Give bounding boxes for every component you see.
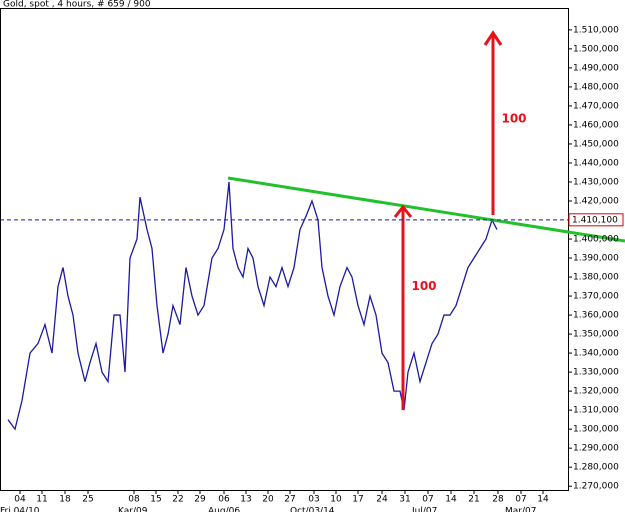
annotation: 100 (501, 112, 526, 126)
y-tick-label: 1.370,000 (573, 292, 619, 302)
trend-line (227, 176, 625, 243)
y-tick-label: 1.420,000 (573, 196, 619, 206)
level-box (568, 213, 624, 227)
plot (7, 181, 498, 431)
x-tick-label: 22 (172, 495, 183, 505)
plot-frame (0, 8, 569, 491)
x-tick-label: 18 (59, 495, 71, 505)
x-tick-label: 25 (82, 495, 93, 505)
x-tick-label: 14 (537, 495, 549, 505)
y-tick-label: 1.440,000 (573, 158, 619, 168)
y-tick-label: 1.380,000 (573, 273, 619, 283)
x-tick-label: 07 (515, 495, 526, 505)
x-tick-label: 17 (352, 495, 363, 505)
x-tick-label: 31 (399, 495, 410, 505)
x-tick-label: 06 (218, 495, 230, 505)
x-tick-label: 29 (194, 495, 206, 505)
x-tick-label: 21 (468, 495, 479, 505)
x-tick-label: 07 (422, 495, 433, 505)
date-label: Mar/07 (505, 507, 536, 512)
y-tick-label: 1.310,000 (573, 406, 619, 416)
y-tick-label: 1.500,000 (573, 44, 619, 54)
y-tick-label: 1.510,000 (573, 25, 619, 35)
arrow-head (393, 204, 413, 218)
arrow-head (483, 30, 503, 46)
date-label: Kar/09 (118, 507, 148, 512)
x-tick-label: 08 (128, 495, 140, 505)
price-line (7, 181, 498, 431)
y-tick-label: 1.480,000 (573, 82, 619, 92)
y-tick-label: 1.400,000 (573, 235, 619, 245)
level-label: 1.410,100 (572, 215, 618, 225)
y-tick-label: 1.300,000 (573, 425, 619, 435)
x-tick-label: 20 (262, 495, 274, 505)
x-tick-label: 04 (14, 495, 26, 505)
y-tick-label: 1.360,000 (573, 311, 619, 321)
y-tick-label: 1.460,000 (573, 120, 619, 130)
x-tick-label: 10 (330, 495, 342, 505)
annotation: 100 (411, 279, 436, 293)
date-label: Oct/03/14 (290, 507, 335, 512)
y-tick-label: 1.450,000 (573, 139, 619, 149)
y-tick-label: 1.490,000 (573, 63, 619, 73)
x-tick-label: 11 (36, 495, 47, 505)
x-tick-label: 14 (445, 495, 457, 505)
y-tick-label: 1.470,000 (573, 101, 619, 111)
date-label: Aug/06 (208, 507, 240, 512)
date-label: Jul/07 (411, 507, 437, 512)
y-tick-label: 1.280,000 (573, 463, 619, 473)
y-tick-label: 1.270,000 (573, 482, 619, 492)
y-tick-label: 1.290,000 (573, 444, 619, 454)
y-tick-label: 1.330,000 (573, 368, 619, 378)
y-tick-label: 1.350,000 (573, 330, 619, 340)
arrows (393, 30, 503, 410)
x-tick-label: 13 (240, 495, 251, 505)
x-tick-label: 15 (150, 495, 161, 505)
date-label: Fri 04/10 (0, 507, 40, 512)
y-tick-label: 1.340,000 (573, 349, 619, 359)
y-tick-label: 1.320,000 (573, 387, 619, 397)
y-tick-label: 1.430,000 (573, 177, 619, 187)
x-tick-label: 27 (284, 495, 295, 505)
x-tick-label: 24 (376, 495, 388, 505)
y-tick-label: 1.390,000 (573, 254, 619, 264)
chart-title: Gold, spot , 4 hours, # 659 / 900 (3, 0, 151, 10)
x-tick-label: 03 (308, 495, 319, 505)
x-tick-label: 28 (492, 495, 504, 505)
